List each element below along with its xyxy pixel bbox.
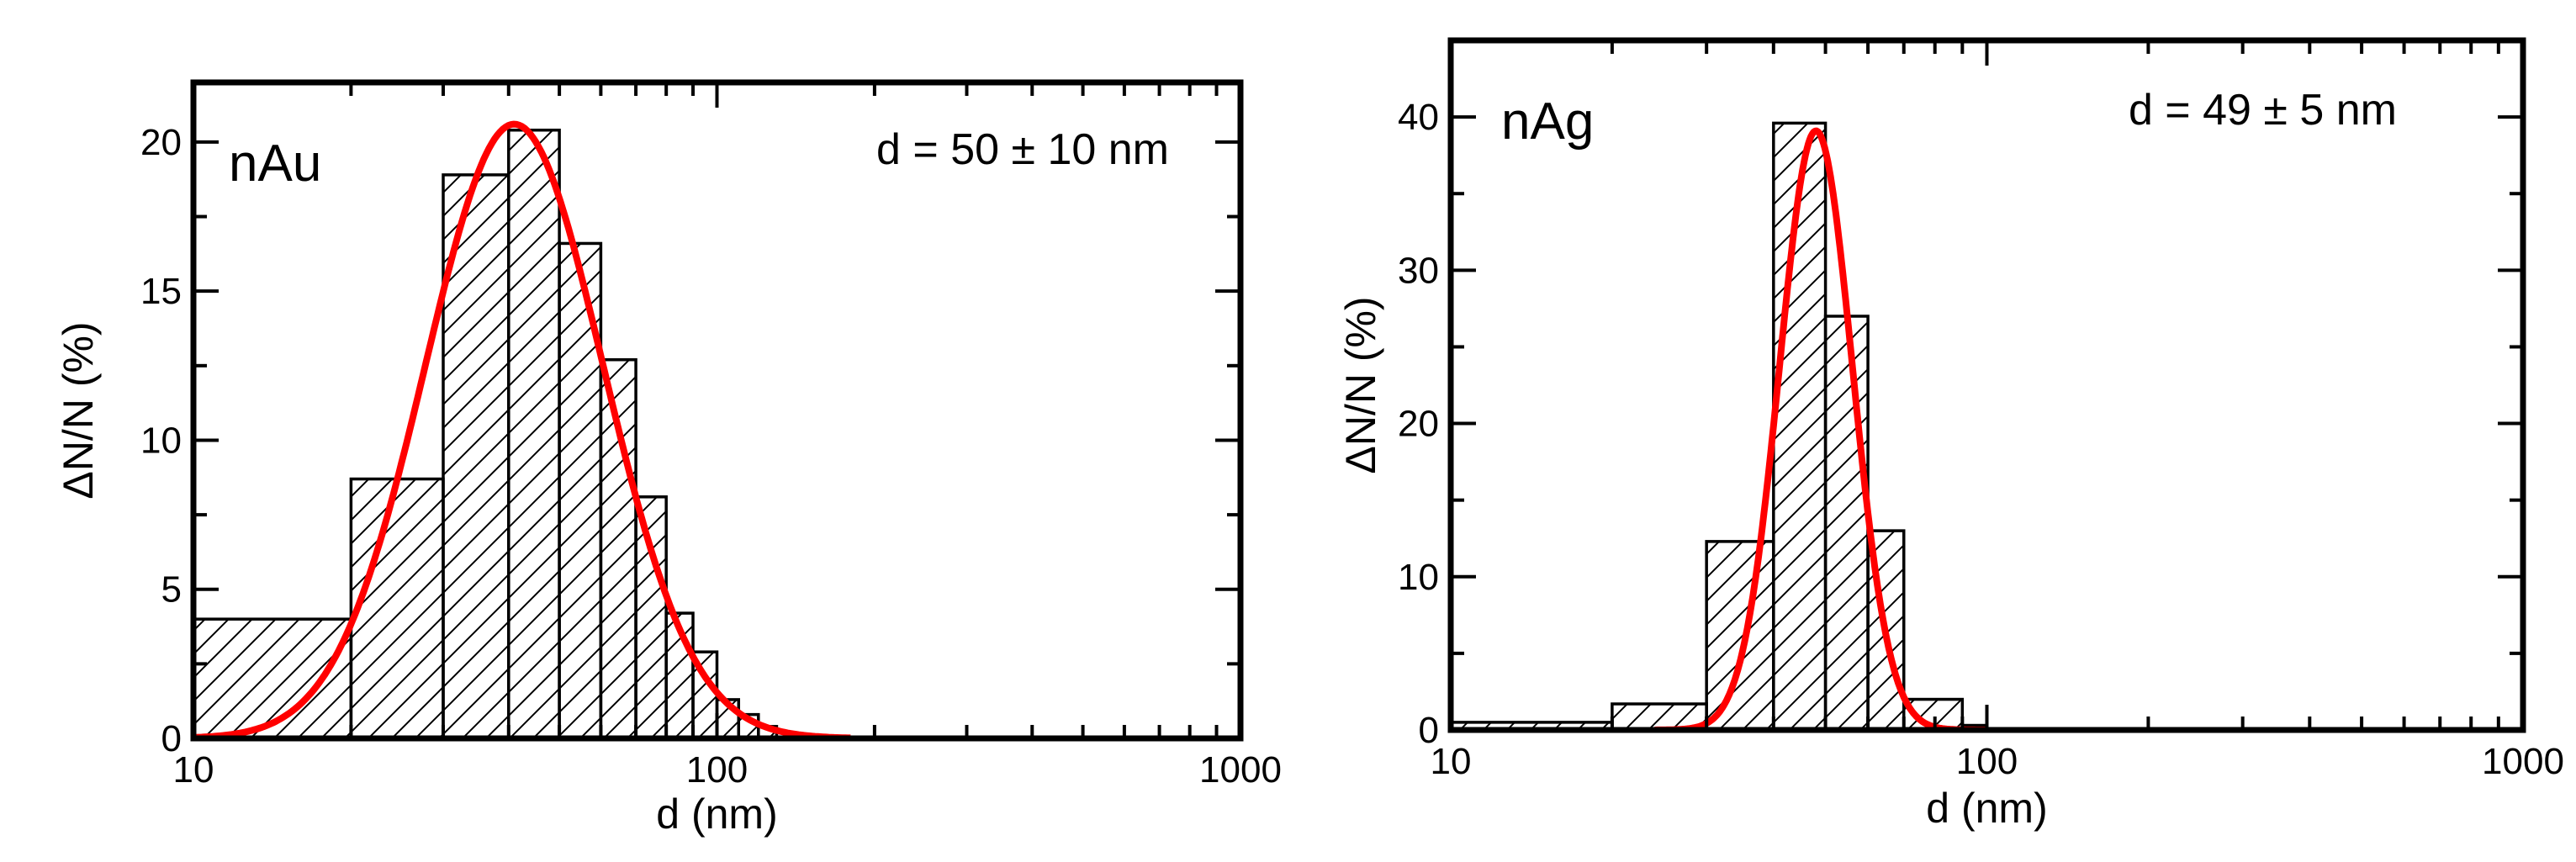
histogram-bins (193, 128, 779, 738)
y-tick-label: 20 (1398, 404, 1439, 445)
x-tick-label: 1000 (2482, 741, 2564, 782)
y-tick-label: 0 (161, 718, 182, 759)
y-tick-label: 10 (1398, 557, 1439, 598)
axis-ticks (1449, 39, 2523, 732)
histogram-bin (1705, 540, 1775, 730)
x-tick-label: 10 (173, 749, 214, 791)
x-tick-label: 10 (1431, 741, 1472, 782)
axis-ticks (192, 82, 1240, 740)
lognormal-fit-curve (193, 120, 852, 738)
size-annotation: d = 50 ± 10 nm (876, 125, 1169, 174)
y-tick-label: 0 (1419, 710, 1439, 751)
size-annotation: d = 49 ± 5 nm (2129, 86, 2397, 135)
sample-label: nAg (1501, 93, 1594, 151)
sample-label: nAu (229, 135, 321, 193)
plot-frame (1447, 37, 2526, 733)
histogram-bin (349, 477, 445, 738)
histogram-bin (1772, 121, 1828, 730)
y-axis-title: ΔN/N (%) (1337, 296, 1384, 473)
histogram-bin (1823, 315, 1870, 730)
x-axis-title: d (nm) (656, 791, 777, 838)
tick-labels: 10 100 1000 0 5 10 15 20 (140, 122, 1282, 791)
y-tick-label: 20 (140, 122, 182, 163)
x-axis-title: d (nm) (1926, 785, 2047, 832)
y-tick-label: 10 (140, 420, 182, 461)
lognormal-fit-curve (1653, 127, 1989, 730)
y-tick-label: 40 (1398, 97, 1439, 138)
y-axis-title: ΔN/N (%) (55, 321, 102, 499)
histogram-bin (507, 128, 561, 738)
x-tick-label: 1000 (1199, 749, 1282, 791)
x-tick-label: 100 (686, 749, 748, 791)
y-tick-label: 5 (161, 569, 182, 611)
histogram-bins (1451, 121, 1989, 730)
x-tick-label: 100 (1956, 741, 2018, 782)
histogram-bin (634, 495, 668, 738)
chart-nau: 10 100 1000 0 5 10 15 20 nAu d = 50 ± 10 nm d (… (55, 79, 1282, 838)
y-tick-label: 30 (1398, 250, 1439, 291)
y-tick-label: 15 (140, 271, 182, 312)
